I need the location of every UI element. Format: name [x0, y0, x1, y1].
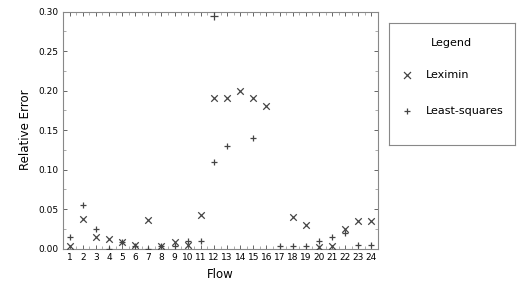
Point — [301, 223, 310, 227]
Point — [131, 244, 140, 249]
Point — [262, 104, 271, 109]
Y-axis label: Relative Error: Relative Error — [19, 90, 33, 170]
Point — [144, 246, 152, 251]
Point — [315, 238, 323, 243]
Point — [158, 244, 166, 249]
Point — [91, 227, 100, 231]
Point — [104, 237, 113, 241]
Point — [79, 203, 87, 208]
Point — [223, 144, 231, 148]
Point — [354, 218, 362, 223]
Point — [184, 238, 192, 243]
Point — [170, 240, 178, 244]
Point — [209, 96, 218, 101]
Point — [158, 244, 166, 249]
X-axis label: Flow: Flow — [207, 268, 234, 281]
Point — [341, 230, 350, 235]
Point — [354, 242, 362, 247]
Point — [209, 159, 218, 164]
Point — [275, 244, 284, 249]
Point — [196, 238, 205, 243]
Point — [131, 242, 140, 247]
Point — [196, 213, 205, 218]
Point — [118, 240, 127, 244]
Point — [249, 96, 257, 101]
Point — [104, 246, 113, 251]
Point — [289, 244, 297, 249]
Point — [301, 244, 310, 249]
Point — [236, 88, 245, 93]
Point — [289, 215, 297, 219]
Point — [65, 234, 74, 239]
Text: Least-squares: Least-squares — [426, 105, 504, 116]
Point — [223, 96, 231, 101]
Point — [65, 244, 74, 249]
Point — [341, 227, 350, 231]
Point — [118, 240, 127, 244]
Point — [209, 13, 218, 18]
Point — [328, 234, 336, 239]
Point — [315, 245, 323, 249]
Point — [91, 234, 100, 239]
Text: Legend: Legend — [431, 38, 472, 48]
Point — [170, 244, 178, 249]
Point — [79, 216, 87, 221]
Point — [328, 244, 336, 249]
Point — [368, 218, 376, 223]
Point — [368, 242, 376, 247]
Text: Leximin: Leximin — [426, 70, 470, 80]
Point — [249, 136, 257, 140]
Point — [144, 218, 152, 223]
Point — [184, 242, 192, 247]
